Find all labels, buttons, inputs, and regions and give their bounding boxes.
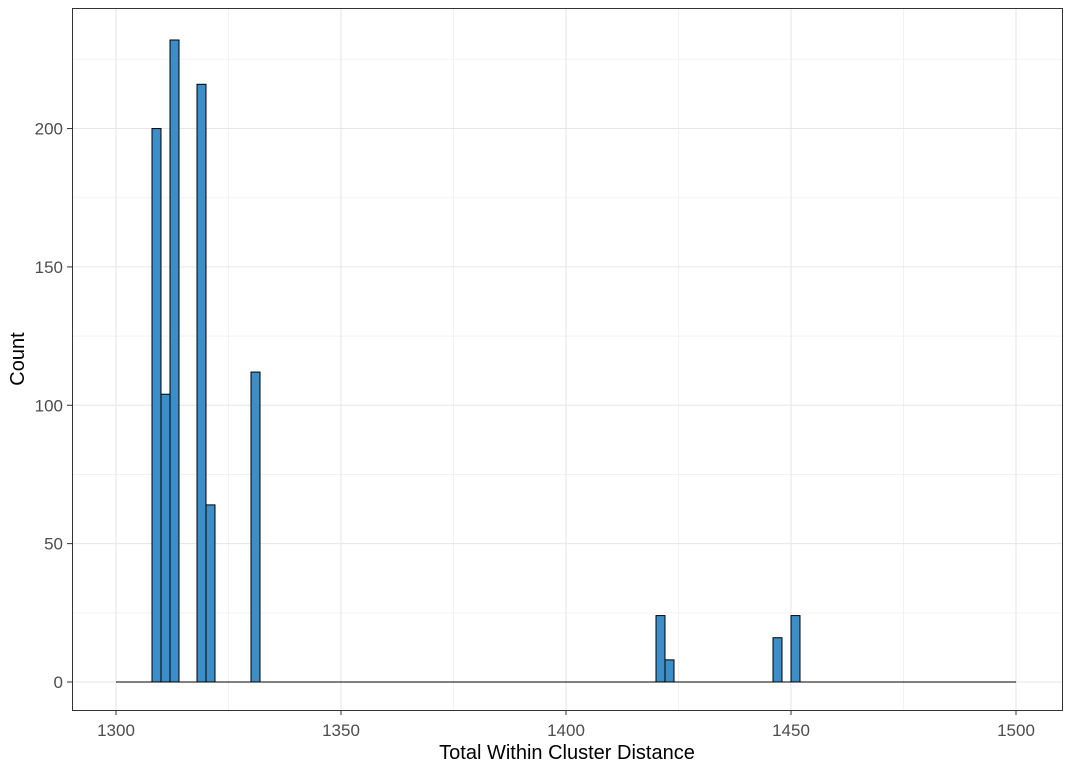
histogram-bar [664, 659, 675, 683]
histogram-bar [169, 39, 180, 683]
histogram-bar [160, 393, 171, 683]
y-tick-label: 50 [44, 535, 63, 554]
x-tick-label: 1400 [547, 721, 585, 740]
histogram-bar [790, 615, 801, 683]
y-axis-title: Count [7, 332, 29, 386]
histogram-bar [196, 83, 207, 683]
histogram-bar [205, 504, 216, 683]
y-axis: 0 50 100 150 200 [35, 120, 72, 692]
x-tick-label: 1500 [997, 721, 1035, 740]
histogram-bar [151, 128, 162, 683]
grid-layer [72, 8, 1062, 710]
histogram-bar [772, 637, 783, 683]
y-tick-label: 200 [35, 120, 63, 139]
x-axis: 1300 1350 1400 1450 1500 [97, 710, 1035, 740]
bars-layer [116, 39, 1016, 683]
y-tick-label: 100 [35, 396, 63, 415]
plot-frame [72, 8, 1063, 711]
x-axis-title: Total Within Cluster Distance [439, 742, 695, 764]
y-tick-label: 150 [35, 258, 63, 277]
x-tick-label: 1450 [772, 721, 810, 740]
x-tick-label: 1300 [97, 721, 135, 740]
histogram-bar [655, 615, 666, 683]
histogram-bar [250, 371, 261, 683]
y-tick-label: 0 [54, 673, 63, 692]
x-tick-label: 1350 [322, 721, 360, 740]
